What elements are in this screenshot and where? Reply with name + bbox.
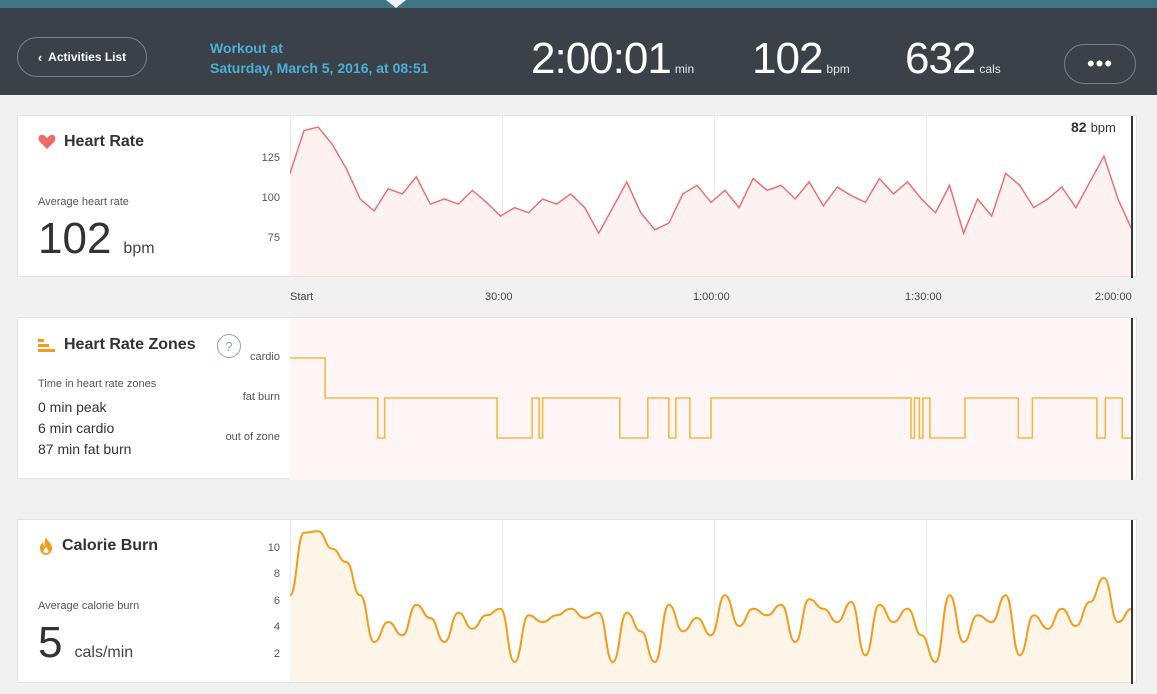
cals-stat: 632 cals [905, 34, 1001, 84]
avg-calorie-unit: cals/min [74, 644, 134, 661]
cal-ytick: 2 [273, 648, 280, 660]
heart-rate-zones-panel: Heart Rate Zones ? Time in heart rate zo… [17, 317, 1138, 480]
heart-rate-chart[interactable] [290, 116, 1138, 278]
time-tick: 1:30:00 [905, 291, 942, 303]
zones-series-line [290, 357, 1132, 439]
heart-rate-title-text: Heart Rate [64, 133, 145, 150]
heart-icon [38, 134, 56, 149]
cursor-unit: bpm [1090, 120, 1116, 135]
zones-bars-icon [38, 339, 55, 352]
zones-sub: Time in heart rate zones [38, 378, 157, 390]
zone-ytick: cardio [250, 351, 280, 363]
calorie-area [290, 531, 1132, 682]
avg-heart-rate: 102 bpm [38, 214, 155, 264]
avg-calorie: 5 cals/min [38, 618, 133, 668]
chevron-left-icon: ‹ [37, 49, 43, 65]
calorie-burn-panel: Calorie Burn Average calorie burn 5 cals… [17, 519, 1138, 684]
cursor-value: 82 [1071, 119, 1087, 135]
bpm-unit: bpm [826, 62, 850, 76]
avg-heart-rate-unit: bpm [123, 240, 155, 257]
cursor-readout: 82 bpm [1071, 119, 1116, 135]
hr-ytick: 125 [261, 152, 280, 164]
time-tick: Start [290, 291, 314, 303]
cal-ytick: 8 [273, 568, 280, 580]
calorie-chart[interactable] [290, 520, 1138, 684]
zone-cardio: 6 min cardio [38, 420, 115, 436]
zone-fatburn: 87 min fat burn [38, 441, 132, 457]
header-notch [386, 0, 406, 8]
heart-rate-series-line [290, 126, 1133, 236]
workout-header: ‹ Activities List Workout at Saturday, M… [0, 0, 1157, 95]
duration-stat: 2:00:01 min [531, 34, 694, 84]
calorie-series-line [290, 530, 1133, 664]
workout-title-line1: Workout at [210, 40, 283, 56]
duration-value: 2:00:01 [531, 34, 672, 83]
avg-calorie-value: 5 [38, 618, 63, 667]
calorie-title: Calorie Burn [38, 537, 158, 555]
activities-list-label: Activities List [48, 50, 127, 64]
time-tick: 2:00:00 [1095, 291, 1132, 303]
help-icon[interactable]: ? [217, 334, 241, 358]
duration-unit: min [674, 62, 695, 76]
heart-rate-area [290, 127, 1132, 276]
hr-ytick: 75 [267, 232, 280, 244]
cals-value: 632 [905, 34, 976, 83]
zones-chart[interactable] [290, 318, 1138, 480]
zone-ytick: out of zone [225, 431, 280, 443]
zones-title: Heart Rate Zones [38, 336, 196, 354]
ellipsis-icon: ••• [1086, 51, 1114, 76]
zone-ytick: fat burn [242, 391, 280, 403]
time-tick: 1:00:00 [693, 291, 730, 303]
avg-calorie-label: Average calorie burn [38, 600, 140, 612]
heart-rate-panel: Heart Rate Average heart rate 102 bpm 12… [17, 115, 1138, 278]
bpm-value: 102 [752, 34, 823, 83]
more-options-button[interactable]: ••• [1064, 44, 1136, 84]
workout-title-line2: Saturday, March 5, 2016, at 08:51 [210, 60, 429, 76]
hr-ytick: 100 [261, 192, 280, 204]
zones-title-text: Heart Rate Zones [64, 336, 196, 353]
flame-icon [40, 537, 52, 555]
activities-list-button[interactable]: ‹ Activities List [17, 37, 147, 77]
cals-unit: cals [979, 62, 1001, 76]
calorie-title-text: Calorie Burn [62, 537, 159, 554]
cal-ytick: 6 [273, 595, 280, 607]
avg-heart-rate-label: Average heart rate [38, 196, 129, 208]
cal-ytick: 4 [273, 621, 280, 633]
heart-rate-title: Heart Rate [38, 133, 144, 151]
workout-title[interactable]: Workout at Saturday, March 5, 2016, at 0… [210, 38, 428, 78]
bpm-stat: 102 bpm [752, 34, 850, 84]
zone-peak: 0 min peak [38, 399, 107, 415]
cal-ytick: 10 [267, 542, 280, 554]
time-tick: 30:00 [485, 291, 513, 303]
avg-heart-rate-value: 102 [38, 214, 112, 263]
